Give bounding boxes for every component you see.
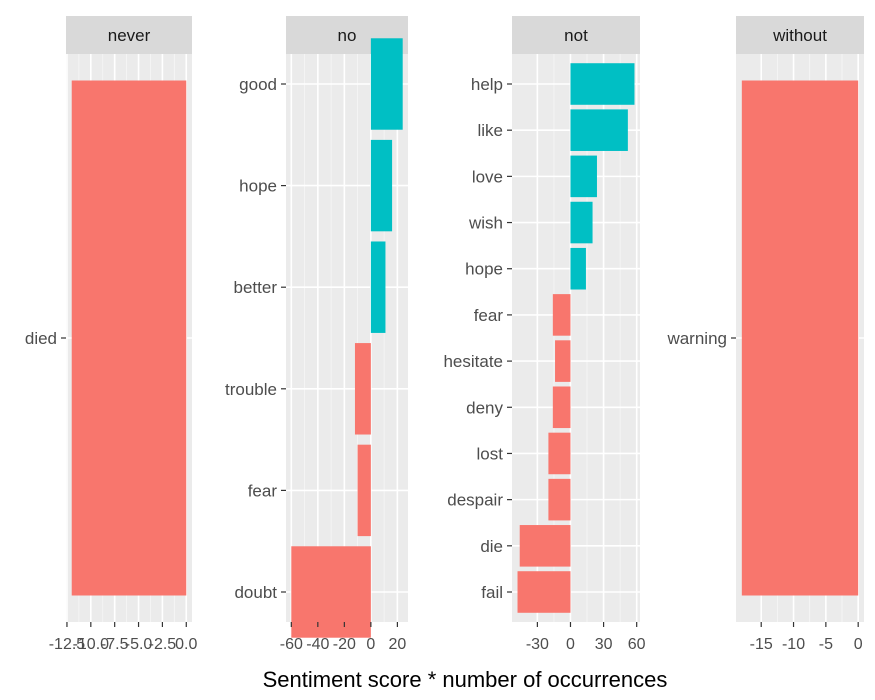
bar-better [370,241,386,333]
facet-without: without warning -15 -10 -5 0 [666,16,864,653]
x-tick-label: 30 [595,636,613,653]
y-tick-label: doubt [234,583,277,602]
y-tick-label: hope [465,260,503,279]
y-tick-label: wish [468,214,503,233]
y-tick-label: love [472,167,503,186]
bar-died [71,80,187,596]
strip-label: without [772,26,827,45]
x-tick-label: -15 [750,636,773,653]
y-tick-label: like [477,121,503,140]
bar-die [519,525,571,567]
x-tick-label: -2.5 [149,636,177,653]
bar-despair [548,478,571,521]
strip-label: never [108,26,151,45]
bar-wish [570,201,593,244]
panels-layer: never died -12.5-10.0-7.5-5.0-2.50.0 no good… [25,16,864,653]
bar-good [370,38,403,130]
x-tick-label: 60 [628,636,646,653]
bar-hesitate [555,340,571,382]
x-tick-label: -40 [306,636,329,653]
strip-background [512,16,640,54]
bar-fail [517,571,571,613]
strip-label: no [338,26,357,45]
bar-doubt [291,546,371,638]
y-tick-label: fear [474,306,504,325]
bar-help [570,63,635,105]
y-tick-label: despair [447,491,503,510]
y-tick-label: hope [239,177,277,196]
x-tick-label: -5 [819,636,833,653]
bar-hope [370,139,393,232]
bar-fear [357,444,371,537]
x-tick-label: -60 [280,636,303,653]
bar-love [570,155,597,198]
facet-not: not help like love wish hope fear hesitate deny l… [443,16,646,653]
bar-trouble [354,343,371,435]
x-tick-label: -5.0 [125,636,153,653]
x-tick-label: 20 [388,636,406,653]
y-tick-label: die [480,537,503,556]
y-tick-label: warning [666,329,727,348]
y-tick-label: lost [477,444,504,463]
x-tick-label: 0 [854,636,863,653]
x-tick-label: 0 [566,636,575,653]
x-tick-label: -12.5 [49,636,86,653]
y-tick-label: better [234,278,278,297]
bar-fear [552,294,571,336]
y-tick-label: hesitate [443,352,503,371]
bar-warning [741,80,859,596]
bar-deny [552,386,571,429]
bar-like [570,109,628,151]
y-tick-label: good [239,75,277,94]
facet-no: no good hope better trouble fear doubt -60 -40 -2… [225,16,408,653]
x-tick-label: -10.0 [73,636,110,653]
bar-lost [548,432,571,475]
x-tick-label: 0 [366,636,375,653]
x-tick-label: -30 [526,636,549,653]
y-tick-label: help [471,75,503,94]
x-tick-label: 0.0 [175,636,197,653]
x-tick-label: -7.5 [101,636,129,653]
strip-background [736,16,864,54]
strip-background [66,16,192,54]
y-tick-label: fear [248,481,278,500]
y-tick-label: deny [466,398,503,417]
y-tick-label: trouble [225,380,277,399]
y-tick-label: died [25,329,57,348]
x-tick-label: -20 [333,636,356,653]
facet-never: never died -12.5-10.0-7.5-5.0-2.50.0 [25,16,197,653]
strip-label: not [564,26,588,45]
x-axis-title: Sentiment score * number of occurrences [263,667,668,692]
bar-hope [570,247,586,290]
y-tick-label: fail [481,583,503,602]
x-tick-label: -10 [782,636,805,653]
